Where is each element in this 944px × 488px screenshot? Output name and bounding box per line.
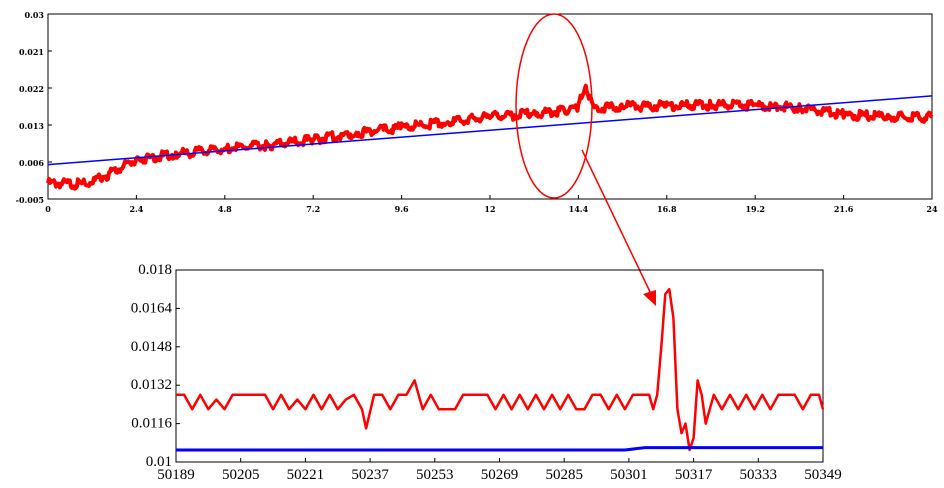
zoom-y-tick-label: 0.0148 <box>131 339 172 355</box>
overview-x-tick-label: 21.6 <box>834 204 854 214</box>
overview-x-tick-label: 16.8 <box>657 204 677 214</box>
zoom-y-tick-labels: 0.018 0.0164 0.0148 0.0132 0.0116 0.01 <box>131 262 180 470</box>
zoom-annotation <box>515 13 656 306</box>
zoom-x-tick-label: 50205 <box>222 467 260 483</box>
overview-x-tick-label: 0 <box>45 204 51 214</box>
zoom-x-tick-label: 50189 <box>157 467 195 483</box>
overview-series-red <box>46 83 934 191</box>
overview-chart: 0.03 0.021 0.022 0.013 0.006 -0.005 0 2.4 4.8 7.… <box>16 10 938 214</box>
zoom-y-tick-label: 0.01 <box>146 454 172 470</box>
zoom-x-tick-label: 50253 <box>416 467 454 483</box>
overview-y-tick-label: 0.006 <box>19 158 44 168</box>
overview-x-tick-label: 7.2 <box>306 204 320 214</box>
zoom-x-tick-label: 50317 <box>675 467 713 483</box>
overview-x-tick-label: 14.4 <box>569 204 589 214</box>
zoom-x-tick-label: 50285 <box>545 467 583 483</box>
zoom-plot-frame <box>175 269 824 463</box>
overview-x-tick-label: 2.4 <box>129 204 143 214</box>
zoom-series-blue <box>176 446 823 452</box>
zoom-x-tick-label: 50333 <box>740 467 778 483</box>
overview-series-group <box>46 83 934 191</box>
overview-x-tick-label: 4.8 <box>218 204 232 214</box>
overview-y-tick-label: -0.005 <box>16 195 44 205</box>
zoom-series-group <box>176 287 825 452</box>
zoom-x-tick-label: 50237 <box>351 467 389 483</box>
overview-y-tick-label: 0.021 <box>19 47 44 57</box>
zoom-y-tick-label: 0.018 <box>138 262 172 278</box>
zoom-y-tick-label: 0.0132 <box>131 377 172 393</box>
zoom-x-tick-label: 50349 <box>804 467 842 483</box>
zoom-y-tick-label: 0.0116 <box>131 416 172 432</box>
zoom-x-tick-label: 50301 <box>610 467 648 483</box>
overview-y-tick-labels: 0.03 0.021 0.022 0.013 0.006 -0.005 <box>16 10 52 205</box>
overview-x-tick-label: 9.6 <box>395 204 409 214</box>
zoom-arrow-head <box>643 290 656 306</box>
zoom-series-red <box>176 287 825 452</box>
overview-x-tick-label: 19.2 <box>745 204 764 214</box>
overview-x-tick-label: 12 <box>484 204 495 214</box>
overview-x-tick-labels: 0 2.4 4.8 7.2 9.6 12 14.4 16.8 19.2 21.6 24 <box>45 195 938 214</box>
overview-series-blue <box>47 95 933 166</box>
zoom-x-tick-label: 50269 <box>481 467 519 483</box>
overview-y-tick-label: 0.03 <box>25 10 45 20</box>
overview-y-tick-label: 0.013 <box>19 121 44 131</box>
overview-x-tick-label: 24 <box>926 204 938 214</box>
zoom-x-tick-labels: 50189 50205 50221 50237 50253 50269 50285 50301… <box>157 458 842 483</box>
zoom-highlight-ellipse <box>515 13 593 199</box>
zoom-y-tick-label: 0.0164 <box>131 300 173 316</box>
zoom-x-tick-label: 50221 <box>287 467 325 483</box>
zoom-arrow-line <box>581 149 653 297</box>
overview-y-tick-label: 0.022 <box>19 84 44 94</box>
